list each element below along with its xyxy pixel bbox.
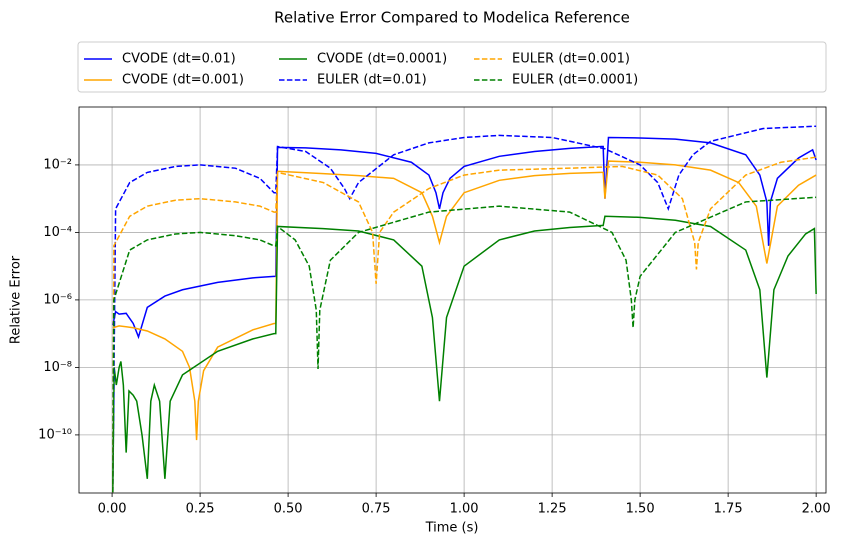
legend-label: CVODE (dt=0.001) <box>122 73 244 88</box>
x-tick-label: 0.00 <box>98 502 127 517</box>
series-line <box>112 156 817 493</box>
plot-frame <box>78 106 827 494</box>
x-tick-label: 2.00 <box>802 502 831 517</box>
y-axis-label: Relative Error <box>9 255 24 344</box>
series-line <box>112 160 817 441</box>
y-tick-label: 10⁻⁸ <box>43 360 72 375</box>
x-tick-label: 1.00 <box>450 502 479 517</box>
grid: 0.00 0.25 0.50 0.75 1.00 1.25 1.50 1.75 2.00 10⁻¹… <box>38 107 831 517</box>
x-tick-label: 1.25 <box>538 502 567 517</box>
y-tick-label: 10⁻² <box>43 157 72 172</box>
y-tick-label: 10⁻⁶ <box>43 292 72 307</box>
series-line <box>112 125 817 493</box>
legend-label: CVODE (dt=0.01) <box>122 52 236 67</box>
x-tick-label: 1.75 <box>714 502 743 517</box>
x-tick-label: 0.50 <box>274 502 303 517</box>
series-line <box>112 136 817 340</box>
legend: CVODE (dt=0.01) CVODE (dt=0.001) CVODE (dt… <box>84 52 638 88</box>
y-tick-label: 10⁻¹⁰ <box>38 427 72 442</box>
legend-box <box>77 41 827 93</box>
legend-label: CVODE (dt=0.0001) <box>317 52 447 67</box>
y-tick-label: 10⁻⁴ <box>43 225 72 240</box>
x-tick-label: 0.25 <box>186 502 215 517</box>
legend-label: EULER (dt=0.0001) <box>512 73 638 88</box>
legend-label: EULER (dt=0.01) <box>317 73 427 88</box>
x-tick-label: 1.50 <box>626 502 655 517</box>
x-axis-label: Time (s) <box>425 521 479 536</box>
plot-lines <box>112 125 817 493</box>
series-line <box>112 215 817 493</box>
x-tick-label: 0.75 <box>362 502 391 517</box>
series-line <box>112 196 817 493</box>
legend-label: EULER (dt=0.001) <box>512 52 630 67</box>
chart-title: Relative Error Compared to Modelica Refe… <box>274 9 630 27</box>
